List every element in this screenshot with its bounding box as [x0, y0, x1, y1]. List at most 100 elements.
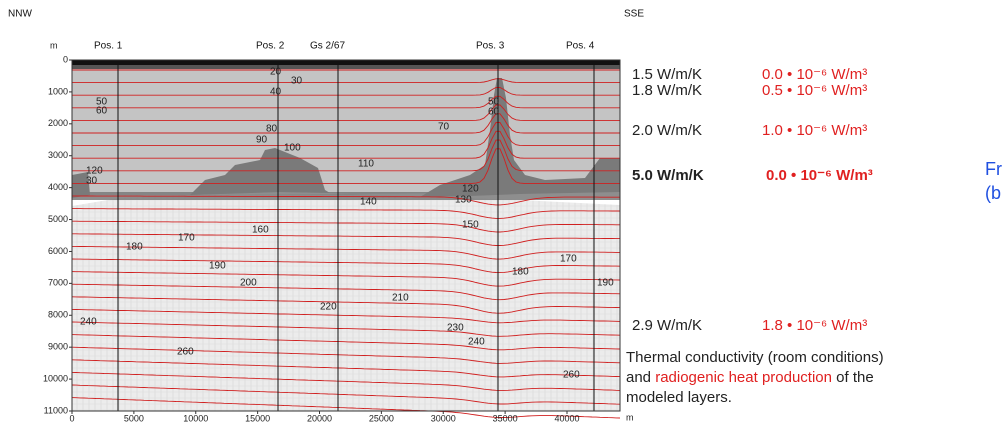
axis-unit: m [50, 40, 58, 50]
isotherm-label: 210 [392, 293, 409, 304]
caption: radiogenic heat production [655, 369, 832, 386]
isotherm [72, 233, 620, 246]
y-tick-label: 9000 [48, 342, 68, 352]
isotherm-label: 50 [96, 97, 108, 108]
isotherm-label: 130 [455, 195, 472, 206]
side-text: Fr [985, 159, 1002, 179]
position-label: Pos. 2 [256, 41, 285, 52]
isotherm [72, 87, 620, 96]
heat-production: 1.8 • 10⁻⁶ W/m³ [762, 317, 867, 334]
x-tick-label: 10000 [183, 413, 208, 423]
y-tick-label: 0 [63, 54, 68, 64]
isotherm [72, 208, 620, 219]
isotherm-label: 240 [80, 317, 97, 328]
section [71, 59, 621, 419]
position-label: Pos. 1 [94, 41, 123, 52]
isotherm-label: 110 [358, 159, 374, 170]
isotherm-label: 180 [512, 267, 529, 278]
isotherm-label: 200 [240, 278, 257, 289]
frame [71, 59, 621, 412]
isotherm [72, 113, 620, 134]
high-conductivity-layer [72, 192, 620, 200]
isotherm [71, 258, 621, 274]
top-layer [72, 65, 620, 69]
axis-unit: m [626, 412, 634, 422]
isotherm [71, 296, 621, 314]
isotherm-label: 60 [96, 106, 108, 117]
isotherm-label: 40 [270, 87, 282, 98]
isotherm-label: 260 [563, 370, 580, 381]
isotherm-label: 180 [126, 242, 143, 253]
conductivity: 5.0 W/m/K [632, 167, 704, 184]
isotherm [72, 148, 620, 184]
isotherm [72, 245, 620, 260]
isotherm [71, 271, 621, 287]
y-tick-label: 2000 [48, 118, 68, 128]
isotherm-label: 70 [438, 122, 450, 133]
isotherm [72, 195, 620, 206]
isotherm-labels: 2030405060708090100110120305060120130140… [80, 67, 614, 381]
axes: 0100020003000400050006000700080009000100… [43, 54, 580, 423]
isotherm-label: 90 [256, 135, 268, 146]
direction-label: SSE [624, 9, 644, 20]
salt-dome [420, 78, 620, 197]
x-tick-label: 40000 [554, 413, 579, 423]
isotherm [72, 122, 620, 147]
isotherm [72, 220, 620, 233]
caption: of the [836, 369, 874, 386]
y-tick-label: 11000 [44, 405, 68, 415]
isotherm [71, 321, 621, 337]
heat-production: 1.0 • 10⁻⁶ W/m³ [762, 122, 867, 139]
caption: Thermal conductivity (room conditions) [626, 349, 884, 366]
x-tick-label: 0 [69, 413, 74, 423]
isotherm [71, 346, 621, 364]
x-tick-label: 5000 [124, 413, 144, 423]
legend: 1.5 W/m/K 0.0 • 10⁻⁶ W/m³ 1.8 W/m/K 0.5 … [626, 66, 884, 406]
isotherm [72, 95, 620, 109]
isotherm [71, 283, 621, 301]
y-tick-label: 3000 [48, 150, 68, 160]
isotherm [72, 104, 620, 121]
isotherm-label: 20 [270, 67, 282, 78]
y-tick-label: 4000 [48, 182, 68, 192]
isotherm [72, 139, 620, 172]
x-tick-label: 15000 [245, 413, 270, 423]
isotherm [71, 397, 621, 419]
surface-layer [72, 60, 620, 65]
isotherm-label: 170 [560, 254, 577, 265]
isotherm [71, 384, 621, 405]
isotherm-label: 100 [284, 143, 301, 154]
isotherm-label: 80 [266, 124, 278, 135]
y-tick-label: 5000 [48, 214, 68, 224]
isotherm-label: 120 [86, 166, 103, 177]
isotherm-label: 170 [178, 233, 195, 244]
isotherm-label: 190 [209, 261, 226, 272]
side-text: (b [985, 183, 1001, 203]
isotherm-label: 30 [291, 76, 303, 87]
isotherm-label: 230 [447, 323, 464, 334]
position-label: Pos. 3 [476, 41, 505, 52]
isotherm-label: 60 [488, 107, 500, 118]
direction-label: NNW [8, 9, 32, 20]
y-tick-label: 8000 [48, 310, 68, 320]
isotherm-label: 30 [86, 176, 98, 187]
caption: and radiogenic heat production of the [626, 369, 874, 386]
isotherm-label: 120 [462, 184, 479, 195]
x-tick-label: 30000 [431, 413, 456, 423]
conductivity: 2.0 W/m/K [632, 122, 702, 139]
conductivity: 1.8 W/m/K [632, 82, 702, 99]
caption: and [626, 369, 651, 386]
upper-layer [72, 68, 620, 195]
heat-production: 0.5 • 10⁻⁶ W/m³ [762, 82, 867, 99]
caption: modeled layers. [626, 389, 732, 406]
isotherm-label: 160 [252, 225, 269, 236]
isotherm [71, 371, 621, 391]
y-tick-label: 10000 [43, 373, 68, 383]
isotherm [71, 359, 621, 378]
isotherm-label: 240 [468, 337, 485, 348]
heat-production: 0.0 • 10⁻⁶ W/m³ [766, 167, 873, 184]
isotherm-label: 150 [462, 220, 479, 231]
isotherm-label: 260 [177, 347, 194, 358]
isotherm-label: 220 [320, 302, 337, 313]
